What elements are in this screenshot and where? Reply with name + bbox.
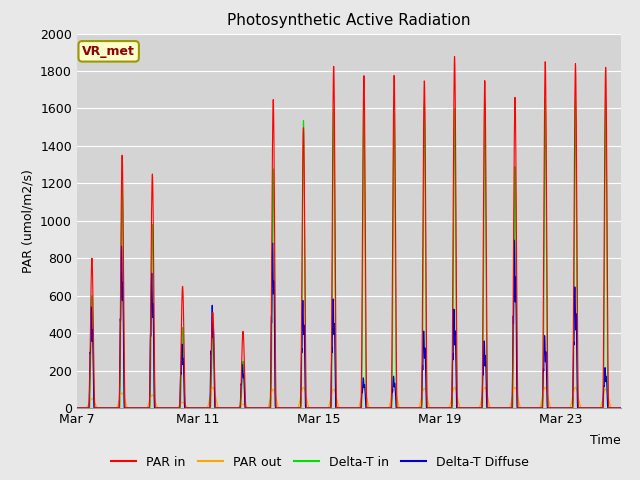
PAR out	[73, 405, 81, 411]
PAR in	[617, 405, 625, 411]
PAR out	[366, 405, 374, 411]
Title: Photosynthetic Active Radiation: Photosynthetic Active Radiation	[227, 13, 470, 28]
PAR in	[547, 405, 554, 411]
Delta-T in	[572, 96, 579, 102]
PAR out	[572, 384, 579, 390]
Delta-T Diffuse	[511, 237, 518, 243]
PAR out	[159, 405, 166, 411]
Delta-T Diffuse	[73, 405, 81, 411]
Delta-T in	[159, 405, 166, 411]
Legend: PAR in, PAR out, Delta-T in, Delta-T Diffuse: PAR in, PAR out, Delta-T in, Delta-T Dif…	[106, 451, 534, 474]
Delta-T Diffuse	[193, 405, 201, 411]
Delta-T in	[270, 241, 278, 247]
Line: PAR in: PAR in	[77, 57, 621, 408]
PAR out	[547, 404, 554, 410]
Line: PAR out: PAR out	[77, 387, 621, 408]
Delta-T Diffuse	[125, 405, 133, 411]
PAR out	[617, 405, 625, 411]
Text: Time: Time	[590, 434, 621, 447]
Delta-T in	[193, 405, 201, 411]
Line: Delta-T Diffuse: Delta-T Diffuse	[77, 240, 621, 408]
PAR in	[159, 405, 166, 411]
Delta-T Diffuse	[617, 405, 625, 411]
Delta-T in	[547, 405, 554, 411]
Delta-T in	[617, 405, 625, 411]
PAR out	[125, 405, 133, 411]
Delta-T in	[73, 405, 81, 411]
Text: VR_met: VR_met	[82, 45, 135, 58]
Delta-T Diffuse	[159, 405, 166, 411]
PAR in	[73, 405, 81, 411]
PAR in	[270, 161, 278, 167]
Y-axis label: PAR (umol/m2/s): PAR (umol/m2/s)	[22, 169, 35, 273]
Line: Delta-T in: Delta-T in	[77, 99, 621, 408]
Delta-T in	[366, 405, 374, 411]
Delta-T Diffuse	[366, 405, 374, 411]
Delta-T Diffuse	[547, 405, 554, 411]
PAR in	[451, 54, 458, 60]
PAR out	[270, 387, 278, 393]
Delta-T in	[125, 405, 133, 411]
PAR in	[366, 405, 374, 411]
Delta-T Diffuse	[270, 289, 278, 295]
PAR in	[193, 405, 201, 411]
PAR in	[125, 405, 133, 411]
PAR out	[193, 405, 201, 411]
